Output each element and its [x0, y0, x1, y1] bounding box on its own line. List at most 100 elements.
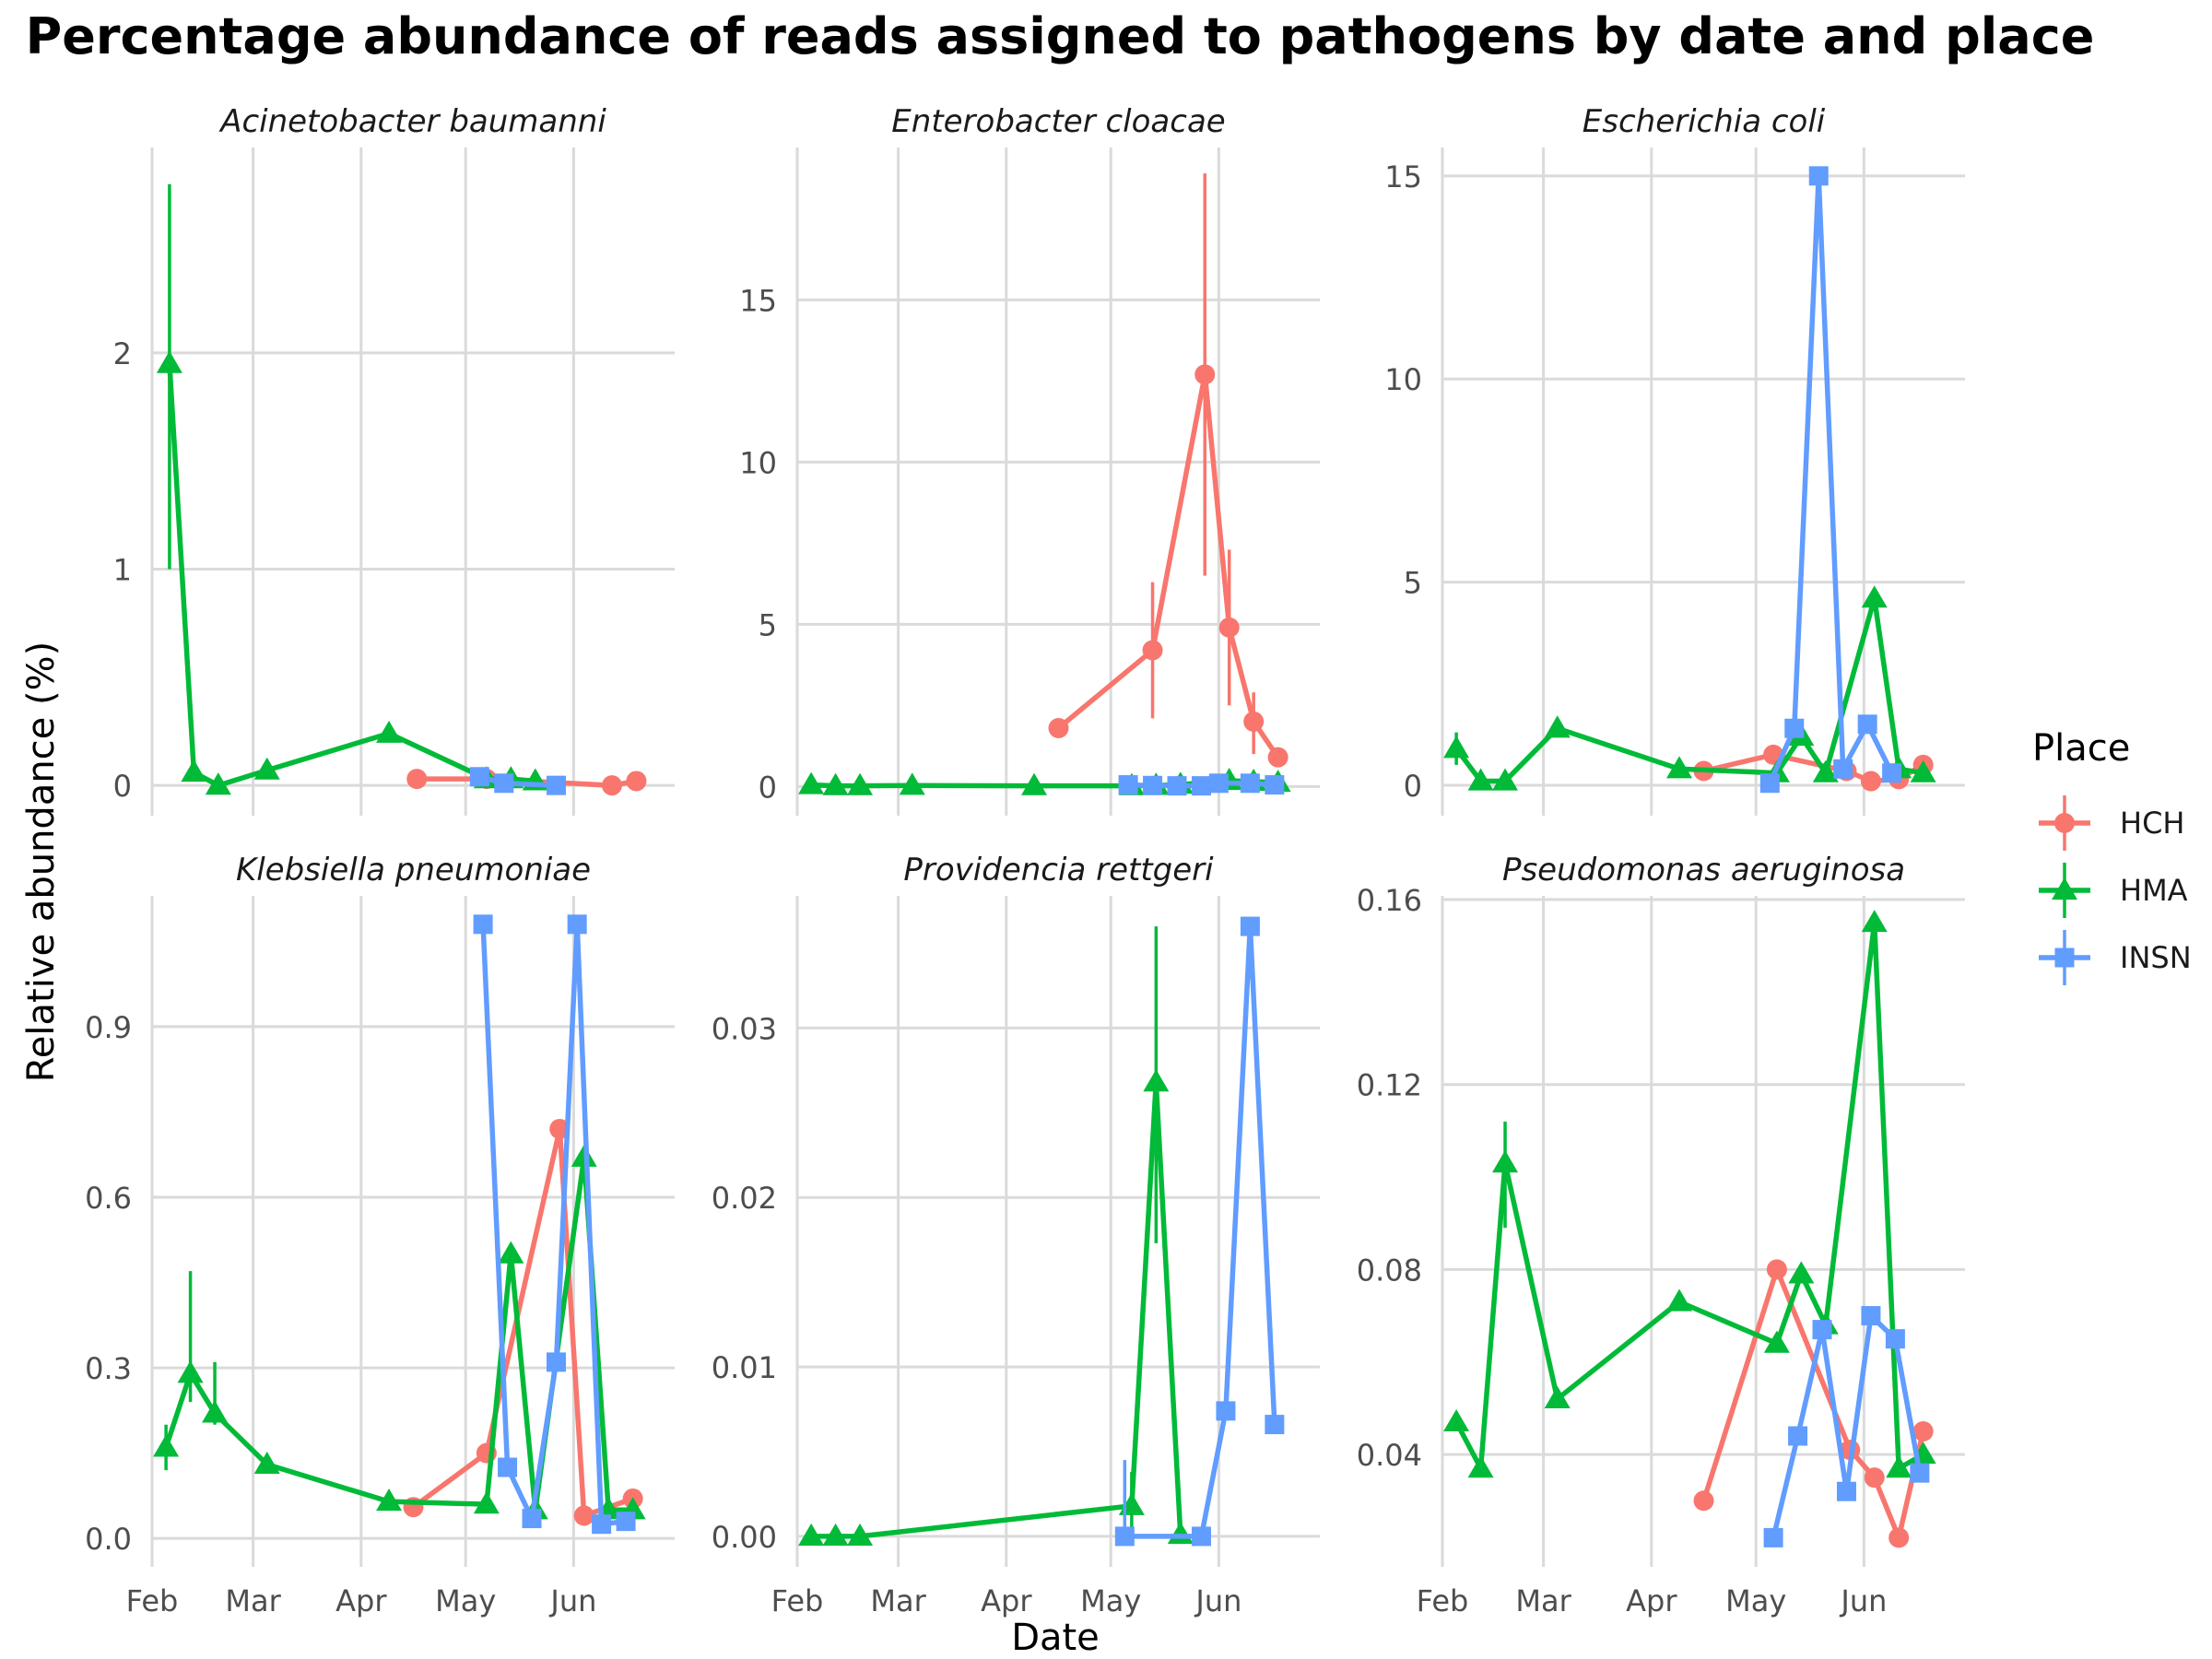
data-point	[1857, 714, 1877, 735]
data-point	[1912, 1420, 1934, 1441]
data-point	[1240, 773, 1260, 794]
data-point	[153, 1434, 180, 1457]
data-point	[1443, 1408, 1470, 1432]
data-point	[1885, 1329, 1905, 1349]
y-tick-label: 0	[1404, 769, 1422, 804]
data-point	[1666, 756, 1693, 779]
data-point	[1812, 759, 1839, 782]
legend-label: INSN	[2120, 940, 2192, 975]
panel-3: Escherichia coli 0 5 10 15	[1384, 103, 1965, 816]
data-point	[376, 1488, 403, 1512]
data-point	[1784, 718, 1805, 738]
data-point	[1467, 768, 1494, 791]
data-point	[253, 1451, 280, 1475]
series-insn	[469, 767, 566, 795]
x-tick-label: Mar	[870, 1583, 926, 1618]
x-tick-label: May	[435, 1583, 496, 1618]
data-point	[156, 350, 182, 373]
data-point	[1021, 772, 1048, 795]
y-tick-label: 1	[113, 553, 132, 588]
data-point	[469, 767, 489, 787]
y-tick-label: 0	[759, 770, 777, 805]
y-tick-label: 0.3	[85, 1351, 132, 1386]
y-axis-title: Relative abundance (%)	[20, 641, 63, 1082]
data-point	[567, 914, 587, 935]
data-point	[1666, 1288, 1693, 1312]
series-hma	[1443, 910, 1936, 1478]
data-point	[406, 769, 428, 790]
series-insn	[473, 914, 636, 1535]
legend-key-marker	[2054, 813, 2075, 833]
data-point	[1267, 747, 1288, 768]
data-point	[546, 1352, 566, 1372]
data-point	[1118, 775, 1138, 795]
data-point	[847, 1523, 874, 1546]
legend-key-marker	[2052, 877, 2077, 900]
data-point	[822, 772, 849, 795]
y-tick-label: 15	[1384, 159, 1422, 194]
data-point	[1191, 776, 1211, 796]
series-insn	[1118, 773, 1285, 796]
legend-title: Place	[2032, 727, 2130, 770]
x-tick-label: Jun	[1194, 1583, 1241, 1618]
data-point	[376, 720, 403, 743]
data-point	[1788, 1261, 1815, 1284]
data-point	[1861, 1306, 1881, 1326]
data-point	[822, 1523, 849, 1546]
y-tick-label: 5	[1404, 566, 1422, 601]
data-point	[1194, 364, 1216, 385]
data-point	[1208, 773, 1229, 794]
data-point	[1860, 771, 1881, 792]
x-axis-title: Date	[1011, 1617, 1100, 1659]
panel-title: Pseudomonas aeruginosa	[1502, 852, 1905, 888]
x-tick-label: Mar	[225, 1583, 281, 1618]
series-line	[1700, 1266, 1926, 1541]
panel-6: Pseudomonas aeruginosa 0.04 0.08 0.12 0.16 Fe…	[1357, 852, 1965, 1618]
data-point	[1492, 1149, 1519, 1173]
y-tick-label: 0	[113, 769, 132, 804]
x-tick-label: Feb	[126, 1583, 179, 1618]
data-point	[1467, 1455, 1494, 1478]
data-point	[1861, 910, 1888, 933]
data-point	[847, 772, 874, 795]
data-point	[1763, 1527, 1783, 1547]
data-point	[177, 1360, 204, 1383]
data-point	[1763, 1330, 1790, 1353]
data-point	[498, 1457, 518, 1477]
data-point	[1882, 763, 1902, 783]
y-tick-label: 2	[113, 336, 132, 371]
data-point	[253, 757, 280, 780]
panel-1: Acinetobacter baumanni 0 1 2	[113, 103, 675, 816]
data-point	[1910, 759, 1936, 782]
data-point	[1544, 715, 1571, 738]
data-point	[1492, 768, 1519, 791]
data-point	[1864, 1467, 1885, 1488]
data-point	[1218, 617, 1240, 638]
y-tick-label: 10	[1384, 362, 1422, 397]
panel-title: Providencia rettgeri	[903, 852, 1214, 888]
data-point	[1910, 1463, 1930, 1483]
data-point	[1167, 776, 1187, 796]
y-tick-label: 0.03	[712, 1011, 777, 1046]
data-point	[1265, 1415, 1285, 1435]
data-point	[1812, 1320, 1832, 1340]
chart-title: Percentage abundance of reads assigned t…	[26, 7, 2095, 65]
data-point	[1143, 775, 1163, 795]
panel-title: Acinetobacter baumanni	[218, 103, 606, 140]
y-tick-label: 10	[739, 445, 777, 480]
data-point	[1265, 775, 1285, 795]
legend-item-insn: INSN	[2039, 930, 2192, 985]
data-point	[181, 759, 207, 782]
data-point	[1693, 1490, 1714, 1512]
data-point	[473, 914, 493, 935]
y-tick-label: 0.12	[1357, 1068, 1422, 1103]
x-tick-label: May	[1725, 1583, 1786, 1618]
y-tick-label: 0.08	[1357, 1253, 1422, 1288]
data-point	[473, 1491, 500, 1514]
panel-title: Enterobacter cloacae	[891, 103, 1225, 140]
series-hch	[1048, 173, 1288, 768]
data-point	[1766, 1259, 1787, 1280]
legend-label: HMA	[2120, 873, 2188, 908]
x-tick-label: Feb	[1417, 1583, 1469, 1618]
data-point	[1544, 1385, 1571, 1408]
